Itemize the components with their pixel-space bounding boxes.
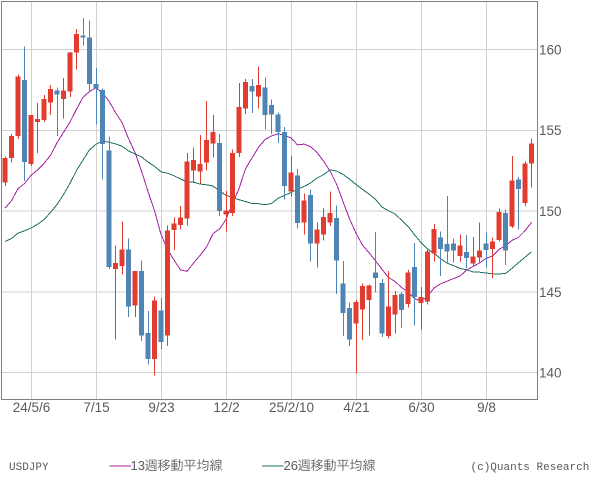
svg-text:12/2: 12/2 bbox=[213, 400, 239, 415]
svg-text:145: 145 bbox=[539, 285, 562, 300]
svg-text:4/21: 4/21 bbox=[343, 400, 369, 415]
svg-text:9/23: 9/23 bbox=[148, 400, 174, 415]
svg-text:26: 26 bbox=[284, 458, 298, 473]
svg-text:150: 150 bbox=[539, 204, 562, 219]
svg-text:9/8: 9/8 bbox=[477, 400, 496, 415]
svg-text:7/15: 7/15 bbox=[83, 400, 109, 415]
svg-text:USDJPY: USDJPY bbox=[9, 462, 49, 474]
svg-text:155: 155 bbox=[539, 123, 562, 138]
svg-text:6/30: 6/30 bbox=[408, 400, 434, 415]
svg-text:(c)Quants Research: (c)Quants Research bbox=[471, 462, 590, 474]
svg-text:160: 160 bbox=[539, 43, 562, 58]
svg-text:24/5/6: 24/5/6 bbox=[13, 400, 51, 415]
svg-text:13: 13 bbox=[131, 458, 145, 473]
svg-text:140: 140 bbox=[539, 366, 562, 381]
svg-text:25/2/10: 25/2/10 bbox=[269, 400, 314, 415]
